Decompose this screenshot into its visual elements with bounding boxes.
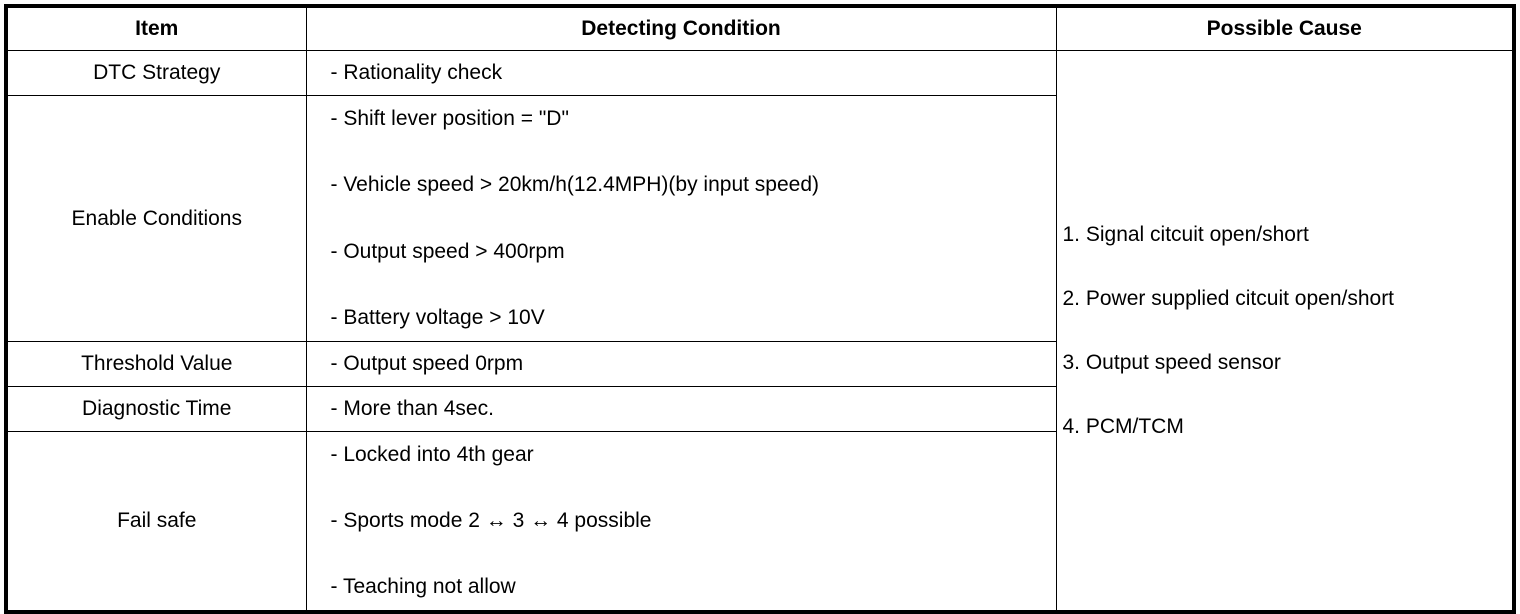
- dtc-table: Item Detecting Condition Possible Cause …: [4, 4, 1516, 614]
- cause-item: 2. Power supplied citcuit open/short: [1062, 286, 1395, 310]
- condition-line: - Vehicle speed > 20km/h(12.4MPH)(by inp…: [330, 173, 820, 197]
- condition-line: - Shift lever position = "D": [330, 107, 569, 130]
- condition-cell: - Locked into 4th gear - Sports mode 2 ↔…: [305, 431, 1057, 613]
- table-row: DTC Strategy - Rationality check 1. Sign…: [5, 50, 1515, 613]
- condition-cell: - More than 4sec.: [305, 386, 1057, 432]
- condition-line: - Locked into 4th gear: [330, 443, 534, 466]
- condition-line: - Sports mode 2 ↔ 3 ↔ 4 possible: [330, 509, 652, 532]
- header-condition: Detecting Condition: [305, 5, 1057, 51]
- item-cell: DTC Strategy: [5, 50, 307, 96]
- possible-cause-cell: 1. Signal citcuit open/short 2. Power su…: [1055, 50, 1515, 613]
- condition-cell: - Shift lever position = "D" - Vehicle s…: [305, 95, 1057, 342]
- condition-line: - Teaching not allow: [330, 575, 516, 598]
- table-row: Diagnostic Time - More than 4sec.: [5, 386, 1514, 432]
- item-cell: Threshold Value: [5, 341, 307, 387]
- item-cell: Fail safe: [5, 431, 307, 613]
- table-row: Enable Conditions - Shift lever position…: [5, 95, 1514, 342]
- condition-line: - Battery voltage > 10V: [330, 305, 545, 329]
- condition-cell: - Rationality check: [305, 50, 1057, 96]
- header-row: Item Detecting Condition Possible Cause: [5, 5, 1515, 51]
- item-cell: Enable Conditions: [5, 95, 307, 342]
- cause-item: 1. Signal citcuit open/short: [1062, 222, 1309, 246]
- table-row: Fail safe - Locked into 4th gear - Sport…: [5, 431, 1514, 613]
- condition-line: - Output speed > 400rpm: [330, 239, 565, 263]
- header-item: Item: [5, 5, 307, 51]
- item-cell: Diagnostic Time: [5, 386, 307, 432]
- condition-cell: - Output speed 0rpm: [305, 341, 1057, 387]
- cause-item: 3. Output speed sensor: [1062, 350, 1281, 374]
- header-cause: Possible Cause: [1055, 5, 1515, 51]
- cause-item: 4. PCM/TCM: [1062, 414, 1184, 438]
- table-row: Threshold Value - Output speed 0rpm: [5, 341, 1514, 387]
